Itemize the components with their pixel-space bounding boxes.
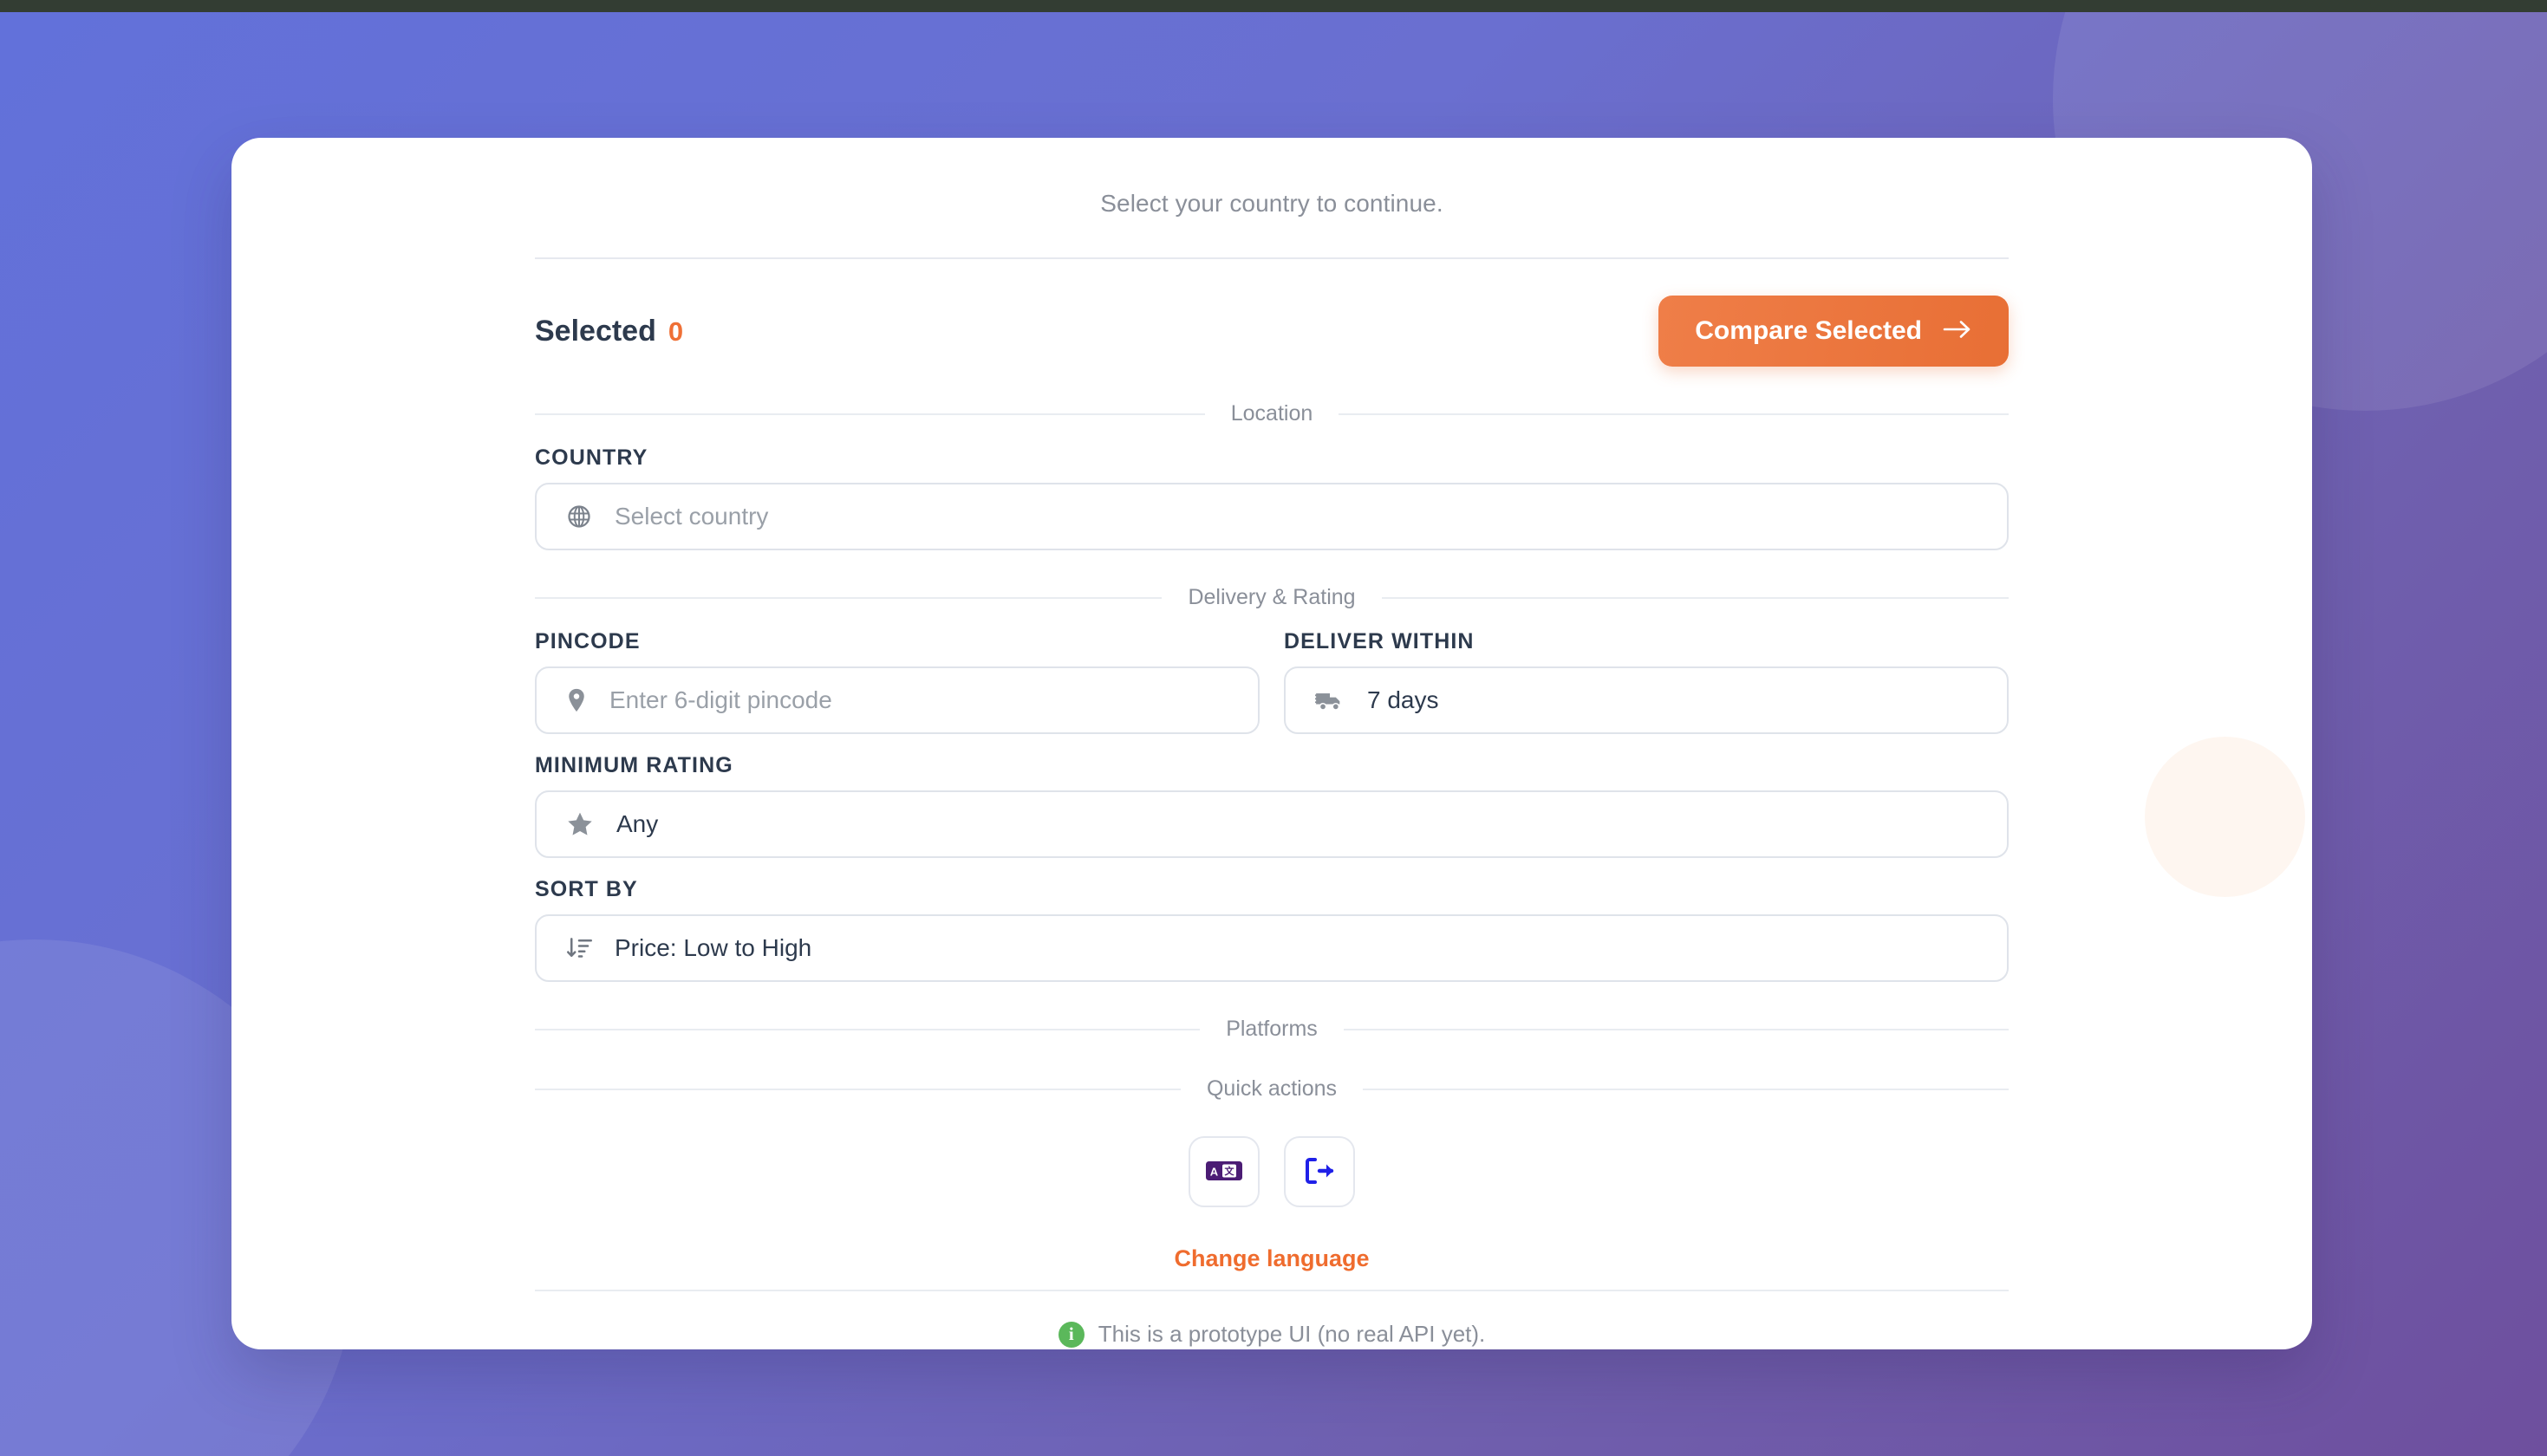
section-label-delivery-rating: Delivery & Rating — [1188, 585, 1356, 609]
translate-button[interactable]: A 文 — [1189, 1136, 1260, 1207]
star-icon — [566, 811, 594, 837]
divider-rule-right — [1343, 1028, 2009, 1030]
country-placeholder: Select country — [615, 503, 769, 530]
compare-selected-button[interactable]: Compare Selected — [1658, 296, 2009, 367]
logout-button[interactable] — [1284, 1136, 1355, 1207]
pincode-placeholder: Enter 6-digit pincode — [609, 686, 832, 713]
prototype-note-text: This is a prototype UI (no real API yet)… — [1098, 1321, 1486, 1347]
pincode-delivery-row: PINCODE Enter 6-digit pincode DELIVER WI… — [535, 610, 2009, 734]
sort-by-value: Price: Low to High — [615, 934, 812, 961]
translate-icon: A 文 — [1205, 1157, 1243, 1187]
svg-text:A: A — [1210, 1165, 1219, 1178]
quick-actions-buttons: A 文 — [535, 1136, 2009, 1207]
selected-summary: Selected 0 — [535, 315, 683, 348]
sort-by-select[interactable]: Price: Low to High — [535, 914, 2009, 982]
pincode-label: PINCODE — [535, 629, 641, 653]
selected-count: 0 — [668, 315, 684, 347]
logout-icon — [1302, 1156, 1337, 1188]
section-divider-quick-actions: Quick actions — [535, 1076, 2009, 1102]
sort-by-label: SORT BY — [535, 877, 638, 901]
deliver-within-label: DELIVER WITHIN — [1284, 629, 1475, 653]
minimum-rating-value: Any — [616, 810, 659, 837]
arrow-right-icon — [1943, 318, 1972, 344]
sort-descending-icon — [566, 935, 592, 961]
map-pin-icon — [566, 687, 587, 713]
divider-rule-right — [1381, 596, 2010, 599]
globe-icon — [566, 504, 592, 530]
main-card: Select your country to continue. Selecte… — [231, 138, 2312, 1349]
divider-rule-left — [535, 1028, 1201, 1030]
footer-divider — [535, 1290, 2009, 1291]
pincode-input[interactable]: Enter 6-digit pincode — [535, 666, 1260, 734]
deliver-within-select[interactable]: 7 days — [1284, 666, 2009, 734]
section-divider-location: Location — [535, 401, 2009, 426]
section-divider-platforms: Platforms — [535, 1017, 2009, 1042]
country-select[interactable]: Select country — [535, 483, 2009, 550]
compare-selected-label: Compare Selected — [1695, 316, 1922, 345]
prototype-note: i This is a prototype UI (no real API ye… — [535, 1321, 2009, 1348]
info-icon: i — [1058, 1321, 1085, 1348]
selected-bar: Selected 0 Compare Selected — [535, 296, 2009, 367]
section-label-quick-actions: Quick actions — [1206, 1076, 1338, 1101]
intro-divider — [535, 257, 2009, 259]
deliver-within-value: 7 days — [1367, 686, 1439, 713]
minimum-rating-label: MINIMUM RATING — [535, 753, 733, 777]
selected-label: Selected — [535, 314, 656, 348]
section-divider-delivery-rating: Delivery & Rating — [535, 585, 2010, 610]
intro-message: Select your country to continue. — [1100, 190, 1443, 217]
divider-rule-right — [1363, 1088, 2009, 1090]
minimum-rating-select[interactable]: Any — [535, 790, 2009, 858]
divider-rule-left — [535, 413, 1205, 415]
country-label: COUNTRY — [535, 445, 648, 470]
divider-rule-right — [1339, 413, 2009, 415]
section-label-platforms: Platforms — [1226, 1017, 1318, 1041]
app-background: Select your country to continue. Selecte… — [0, 12, 2547, 1456]
change-language-link[interactable]: Change language — [1174, 1245, 1370, 1271]
truck-icon — [1315, 689, 1345, 712]
section-label-location: Location — [1230, 401, 1313, 426]
divider-rule-left — [535, 1088, 1181, 1090]
svg-text:文: 文 — [1225, 1165, 1235, 1177]
divider-rule-left — [535, 596, 1163, 599]
